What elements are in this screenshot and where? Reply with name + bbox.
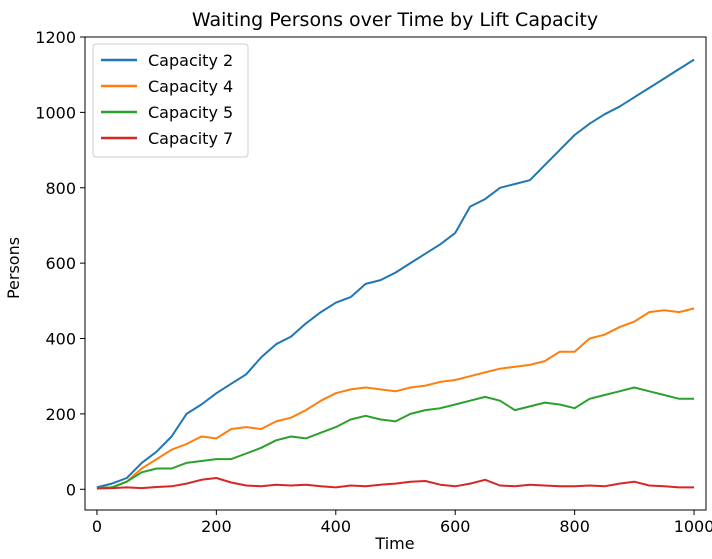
y-tick-label: 1200 [35,28,76,47]
legend-label-1: Capacity 2 [148,51,233,70]
legend-label-3: Capacity 5 [148,103,233,122]
x-tick-label: 400 [321,517,352,536]
y-tick-label: 400 [45,330,76,349]
y-tick-label: 600 [45,254,76,273]
x-tick-label: 800 [559,517,590,536]
legend-label-2: Capacity 4 [148,77,233,96]
x-tick-label: 0 [92,517,102,536]
y-tick-label: 1000 [35,103,76,122]
x-axis-label: Time [374,534,414,553]
plot-area-frame [84,36,707,511]
series-line-3 [96,386,695,490]
y-axis-label: Persons [4,237,23,299]
plot-lines [96,58,695,490]
x-axis: 0 200 400 600 800 1000 [92,510,712,536]
series-line-2 [96,307,695,490]
y-tick-label: 800 [45,179,76,198]
chart-title: Waiting Persons over Time by Lift Capaci… [192,9,598,31]
y-axis: 0 200 400 600 800 1000 1200 [35,28,85,499]
x-tick-label: 1000 [674,517,712,536]
y-tick-label: 200 [45,405,76,424]
legend-box [92,43,249,158]
legend-label-4: Capacity 7 [148,129,233,148]
series-line-1 [96,58,695,489]
series-line-4 [96,477,695,490]
x-tick-label: 200 [201,517,232,536]
y-tick-label: 0 [66,480,76,499]
legend: Capacity 2 Capacity 4 Capacity 5 Capacity 7 [92,43,249,158]
x-tick-label: 600 [440,517,471,536]
